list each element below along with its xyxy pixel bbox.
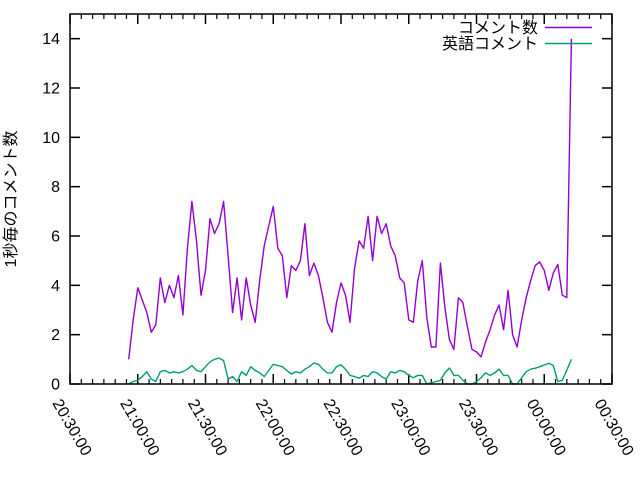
x-tick-label: 23:30:00 [455, 397, 501, 460]
x-tick-labels: 20:30:00 21:00:00 21:30:00 22:00:00 22:30:00… [49, 397, 637, 460]
y-axis-title: 1秒毎のコメント数 [2, 131, 20, 268]
y-tick-labels: 0 2 4 6 8 10 12 14 [42, 31, 60, 393]
x-tick-label: 22:00:00 [252, 397, 298, 460]
x-tick-label: 21:30:00 [184, 397, 230, 460]
series-line-english-comments [128, 357, 573, 385]
y-tick-label: 12 [42, 81, 60, 98]
x-tick-label: 23:00:00 [387, 397, 433, 460]
y-tick-label: 8 [51, 179, 60, 196]
x-tick-label: 22:30:00 [320, 397, 366, 460]
y-tick-label: 6 [51, 229, 60, 246]
plot-border [69, 13, 613, 385]
data-series-lines [128, 38, 573, 385]
legend: コメント数 英語コメント [442, 19, 592, 53]
y-tick-label: 4 [51, 278, 60, 295]
y-tick-label: 2 [51, 327, 60, 344]
x-tick-label: 00:30:00 [591, 397, 637, 460]
axis-ticks [69, 14, 613, 385]
y-tick-label: 10 [42, 130, 60, 147]
series-line-comment-count [128, 38, 573, 360]
y-tick-label: 14 [42, 31, 60, 48]
x-tick-label: 21:00:00 [116, 397, 162, 460]
legend-label-english-comments: 英語コメント [442, 35, 538, 53]
x-tick-label: 20:30:00 [49, 397, 95, 460]
x-tick-label: 00:00:00 [523, 397, 569, 460]
legend-label-comment-count: コメント数 [458, 19, 538, 37]
y-tick-label: 0 [51, 377, 60, 394]
